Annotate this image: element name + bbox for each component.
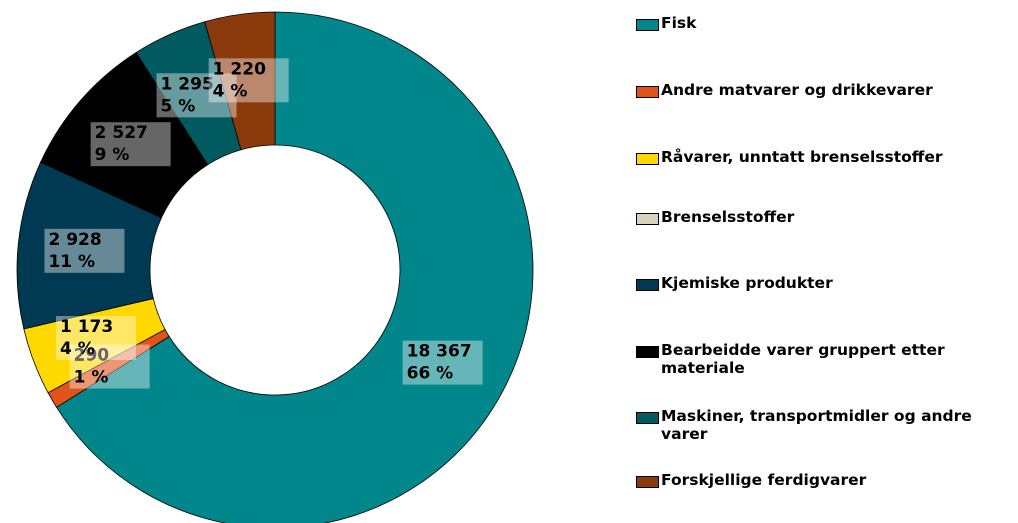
legend-swatch xyxy=(636,279,659,291)
label-box xyxy=(44,228,125,273)
legend-swatch xyxy=(636,346,659,358)
legend-label: Fisk xyxy=(661,14,697,32)
legend-item: Maskiner, transportmidler og andre varer xyxy=(636,407,1011,443)
legend-label: Andre matvarer og drikkevarer xyxy=(661,81,933,99)
legend-swatch xyxy=(636,19,659,31)
label-box xyxy=(90,122,171,167)
legend-item: Brenselsstoffer xyxy=(636,208,1011,226)
legend-item: Forskjellige ferdigvarer xyxy=(636,471,1011,489)
data-label: 2 527 xyxy=(95,123,148,143)
label-box xyxy=(55,316,136,361)
legend-label: Brenselsstoffer xyxy=(661,208,795,226)
legend-label: Kjemiske produkter xyxy=(661,274,833,292)
data-label: 1 173 xyxy=(60,317,113,337)
data-label: 1 220 xyxy=(213,59,266,79)
data-label: 4 % xyxy=(60,339,95,359)
data-label: 1 % xyxy=(74,368,109,388)
legend-item: Fisk xyxy=(636,14,1011,32)
legend-item: Råvarer, unntatt brenselsstoffer xyxy=(636,148,1011,166)
data-label: 2 928 xyxy=(48,230,101,250)
data-label: 1 295 xyxy=(161,74,214,94)
data-label: 11 % xyxy=(48,252,95,272)
data-label: 5 % xyxy=(161,96,196,116)
data-label: 9 % xyxy=(95,145,130,165)
label-box xyxy=(156,73,237,118)
label-box xyxy=(402,340,483,385)
legend-swatch xyxy=(636,153,659,165)
legend-label: Forskjellige ferdigvarer xyxy=(661,471,867,489)
slice xyxy=(56,11,534,523)
data-label: 4 % xyxy=(213,81,248,101)
legend-item: Bearbeidde varer gruppert etter material… xyxy=(636,341,1011,377)
legend-swatch xyxy=(636,86,659,98)
legend-swatch xyxy=(636,213,659,225)
legend-item: Kjemiske produkter xyxy=(636,274,1011,292)
legend-swatch xyxy=(636,412,659,424)
data-label: 66 % xyxy=(407,364,454,384)
legend-swatch xyxy=(636,476,659,488)
data-label: 290 xyxy=(74,346,110,366)
legend-item: Andre matvarer og drikkevarer xyxy=(636,81,1011,99)
slice xyxy=(204,11,276,151)
legend-label: Maskiner, transportmidler og andre varer xyxy=(661,407,972,443)
legend-label: Råvarer, unntatt brenselsstoffer xyxy=(661,148,943,166)
legend-label: Bearbeidde varer gruppert etter material… xyxy=(661,341,945,377)
data-label: 18 367 xyxy=(407,342,472,362)
label-box xyxy=(69,344,150,389)
label-box xyxy=(208,58,289,103)
